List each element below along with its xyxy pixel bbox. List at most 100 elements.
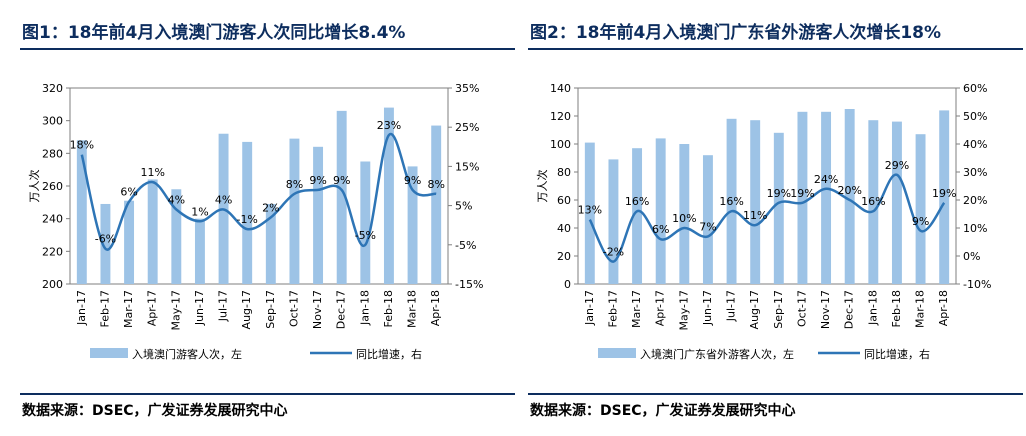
x-axis-tick-label: Jun-17 bbox=[701, 290, 714, 326]
left-axis-tick-label: 20 bbox=[557, 250, 571, 263]
x-axis-tick-label: Jul-17 bbox=[725, 290, 738, 322]
x-axis-tick-label: Apr-17 bbox=[146, 290, 159, 326]
y-axis-label: 万人次 bbox=[27, 170, 41, 203]
left-axis-tick-label: 200 bbox=[42, 278, 63, 291]
line-data-label: -1% bbox=[236, 213, 257, 226]
bar bbox=[360, 161, 371, 284]
x-axis-tick-label: Jul-17 bbox=[217, 290, 230, 322]
bar bbox=[407, 166, 418, 284]
chart-panel-2: 图2：18年前4月入境澳门广东省外游客人次增长18% 0 20 40 60 80 100 1… bbox=[528, 0, 1026, 436]
y-axis-label: 万人次 bbox=[535, 170, 549, 203]
x-axis-tick-label: May-17 bbox=[677, 290, 690, 331]
left-axis-tick-label: 80 bbox=[557, 166, 571, 179]
x-axis-tick-label: Jun-17 bbox=[193, 290, 206, 326]
left-axis-tick-label: 220 bbox=[42, 245, 63, 258]
bar bbox=[584, 142, 595, 284]
line-data-label: -5% bbox=[355, 229, 376, 242]
right-axis-tick-label: 40% bbox=[963, 138, 987, 151]
line-data-label: 18% bbox=[70, 139, 94, 152]
left-axis-tick-label: 140 bbox=[550, 82, 571, 95]
line-data-label: 13% bbox=[578, 204, 602, 217]
right-axis-tick-label: 0% bbox=[963, 250, 980, 263]
bar bbox=[431, 125, 442, 284]
x-axis-tick-label: Apr-17 bbox=[654, 290, 667, 326]
left-axis-tick-label: 320 bbox=[42, 82, 63, 95]
bar bbox=[773, 132, 784, 284]
line-data-label: 6% bbox=[652, 223, 669, 236]
x-axis-tick-label: Nov-17 bbox=[819, 290, 832, 329]
x-axis-tick-label: Sep-17 bbox=[772, 290, 785, 329]
bar bbox=[336, 110, 347, 284]
source-rule bbox=[20, 393, 515, 395]
x-axis-tick-label: Feb-18 bbox=[382, 290, 395, 327]
line-data-label: 11% bbox=[140, 166, 164, 179]
x-axis-tick-label: Aug-17 bbox=[748, 290, 761, 329]
right-axis-tick-label: -10% bbox=[963, 278, 991, 291]
x-axis-tick-label: Feb-18 bbox=[890, 290, 903, 327]
growth-line bbox=[80, 132, 437, 251]
x-axis-tick-label: Apr-18 bbox=[429, 290, 442, 326]
line-data-label: 16% bbox=[625, 195, 649, 208]
line-data-label: 9% bbox=[404, 174, 421, 187]
bar bbox=[194, 218, 205, 284]
x-axis-tick-label: Jan-18 bbox=[358, 290, 371, 326]
legend-bar-label: 入境澳门广东省外游客人次，左 bbox=[640, 347, 794, 361]
right-axis-tick-label: 15% bbox=[455, 160, 479, 173]
left-axis-tick-label: 280 bbox=[42, 147, 63, 160]
line-data-label: 23% bbox=[377, 119, 401, 132]
line-data-label: 7% bbox=[699, 220, 716, 233]
chart-title: 图2：18年前4月入境澳门广东省外游客人次增长18% bbox=[530, 23, 942, 43]
bar bbox=[726, 118, 737, 284]
line-data-label: 10% bbox=[672, 212, 696, 225]
bar bbox=[702, 155, 713, 284]
bar bbox=[100, 203, 111, 284]
bar bbox=[915, 134, 926, 284]
left-axis-tick-label: 240 bbox=[42, 213, 63, 226]
x-axis-tick-label: Sep-17 bbox=[264, 290, 277, 329]
right-axis-tick-label: 10% bbox=[963, 222, 987, 235]
legend-bar-swatch bbox=[598, 348, 636, 358]
x-axis-tick-label: Oct-17 bbox=[795, 290, 808, 327]
right-axis-tick-label: -5% bbox=[455, 239, 476, 252]
bar bbox=[844, 109, 855, 284]
line-data-label: 19% bbox=[790, 187, 814, 200]
line-data-label: 20% bbox=[837, 184, 861, 197]
plot-frame bbox=[577, 87, 957, 285]
bar bbox=[939, 110, 950, 285]
line-data-label: 9% bbox=[912, 215, 929, 228]
line-data-label: 9% bbox=[309, 174, 326, 187]
x-axis-tick-label: Apr-18 bbox=[937, 290, 950, 326]
line-data-label: 11% bbox=[743, 209, 767, 222]
bar bbox=[124, 200, 135, 284]
right-axis-tick-label: 35% bbox=[455, 82, 479, 95]
line-data-label: 19% bbox=[767, 187, 791, 200]
bar bbox=[750, 120, 761, 284]
x-axis-tick-label: Feb-17 bbox=[98, 290, 111, 327]
line-data-label: 2% bbox=[262, 201, 279, 214]
bar bbox=[608, 159, 619, 284]
left-axis-tick-label: 120 bbox=[550, 110, 571, 123]
bar bbox=[655, 138, 666, 284]
left-axis-tick-label: 40 bbox=[557, 222, 571, 235]
right-axis-tick-label: 50% bbox=[963, 110, 987, 123]
line-data-label: -2% bbox=[603, 246, 624, 259]
line-data-label: 16% bbox=[719, 195, 743, 208]
line-data-label: 1% bbox=[191, 205, 208, 218]
bar bbox=[797, 111, 808, 284]
right-axis-tick-label: 25% bbox=[455, 121, 479, 134]
chart-1-plot: 200 220 240 260 280 300 320 -15% -5% 5% 15% 25% 35% 万… bbox=[27, 82, 483, 361]
chart-source: 数据来源：DSEC，广发证券发展研究中心 bbox=[22, 403, 288, 419]
line-data-label: 16% bbox=[861, 195, 885, 208]
right-axis-tick-label: 20% bbox=[963, 194, 987, 207]
x-axis-tick-label: Mar-18 bbox=[406, 290, 419, 328]
line-data-label: 8% bbox=[427, 178, 444, 191]
x-axis-tick-label: Jan-17 bbox=[583, 290, 596, 326]
line-data-label: 8% bbox=[286, 178, 303, 191]
x-axis-tick-label: Feb-17 bbox=[606, 290, 619, 327]
line-data-label: 9% bbox=[333, 174, 350, 187]
bar bbox=[147, 179, 158, 284]
bar bbox=[679, 144, 690, 284]
left-axis-tick-label: 100 bbox=[550, 138, 571, 151]
x-axis-tick-label: Nov-17 bbox=[311, 290, 324, 329]
x-axis-tick-label: Mar-17 bbox=[122, 290, 135, 328]
